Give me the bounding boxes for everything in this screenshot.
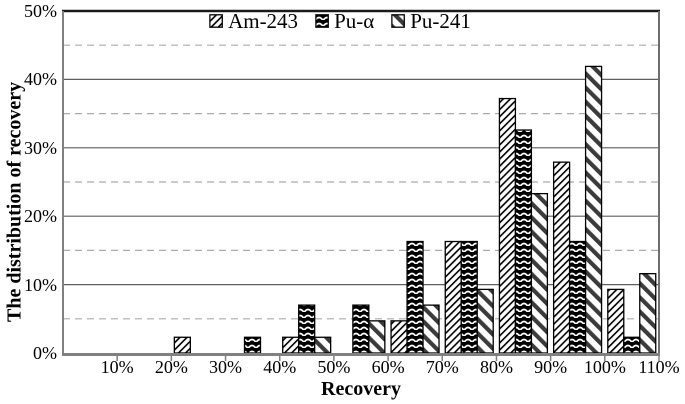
bar-Pu-241-50-60%	[368, 320, 386, 354]
x-tick-label-60%: 60%	[371, 357, 405, 377]
bar-Am-243-100-110%	[607, 288, 625, 354]
bar-Am-243-20-30%	[173, 336, 191, 354]
y-tick-label-30%: 30%	[24, 137, 57, 158]
x-tick-label-50%: 50%	[317, 357, 351, 377]
bar-Am-243-40-50%	[282, 336, 300, 354]
bar-Am-243-70-80%	[444, 240, 462, 354]
x-tick-label-20%: 20%	[154, 357, 188, 377]
y-tick-label-20%: 20%	[24, 206, 57, 227]
x-tick-label-80%: 80%	[479, 357, 513, 377]
x-tick-label-10%: 10%	[100, 357, 134, 377]
x-tick-label-100%: 100%	[583, 357, 626, 377]
bar-Pu-241-90-100%	[584, 65, 603, 354]
bar-Am-243-60-70%	[390, 320, 408, 354]
legend: Am-243 Pu-α Pu-241	[209, 10, 471, 32]
x-axis-title: Recovery	[321, 378, 401, 400]
legend-swatch-black-white-chevrons-icon	[315, 14, 329, 28]
x-tick-label-30%: 30%	[209, 357, 243, 377]
y-tick-label-50%: 50%	[24, 1, 57, 21]
y-tick-label-10%: 10%	[24, 274, 57, 295]
bar-Am-243-80-90%	[498, 97, 517, 354]
legend-item-Pu-241: Pu-241	[391, 10, 471, 32]
bar-Pu-α-80-90%	[514, 129, 533, 354]
bar-Pu-241-70-80%	[476, 288, 494, 354]
legend-item-Am-243: Am-243	[209, 10, 298, 32]
x-tick-label-40%: 40%	[263, 357, 297, 377]
y-axis-title: The distribution of recovery	[3, 81, 26, 323]
y-tick-label-40%: 40%	[24, 69, 57, 90]
bar-Pu-241-100-110%	[639, 273, 657, 354]
x-tick-label-70%: 70%	[425, 357, 459, 377]
bar-Pu-α-50-60%	[352, 304, 370, 354]
bar-Pu-241-80-90%	[530, 192, 549, 354]
x-tick-label-90%: 90%	[534, 357, 568, 377]
legend-label: Pu-α	[334, 9, 375, 33]
legend-swatch-diagonal-up-hatch-icon	[209, 14, 223, 28]
bars	[173, 65, 657, 354]
bar-Am-243-90-100%	[552, 161, 571, 354]
legend-label: Am-243	[228, 9, 299, 33]
legend-swatch-diagonal-down-stripe-icon	[391, 14, 406, 28]
x-tick-label-110%: 110%	[638, 357, 680, 377]
legend-label: Pu-241	[410, 9, 471, 33]
legend-item-Pu-α: Pu-α	[315, 10, 374, 32]
bar-Pu-α-30-40%	[243, 336, 262, 354]
bar-Pu-241-40-50%	[314, 336, 332, 354]
bar-Pu-α-90-100%	[568, 240, 587, 354]
bar-Pu-α-60-70%	[406, 240, 424, 354]
bar-Pu-241-60-70%	[422, 304, 440, 354]
bar-Pu-α-70-80%	[460, 240, 478, 354]
bar-Pu-α-100-110%	[623, 336, 641, 354]
bar-Pu-α-40-50%	[298, 304, 316, 354]
y-tick-label-0%: 0%	[33, 343, 57, 363]
axes	[62, 9, 660, 361]
